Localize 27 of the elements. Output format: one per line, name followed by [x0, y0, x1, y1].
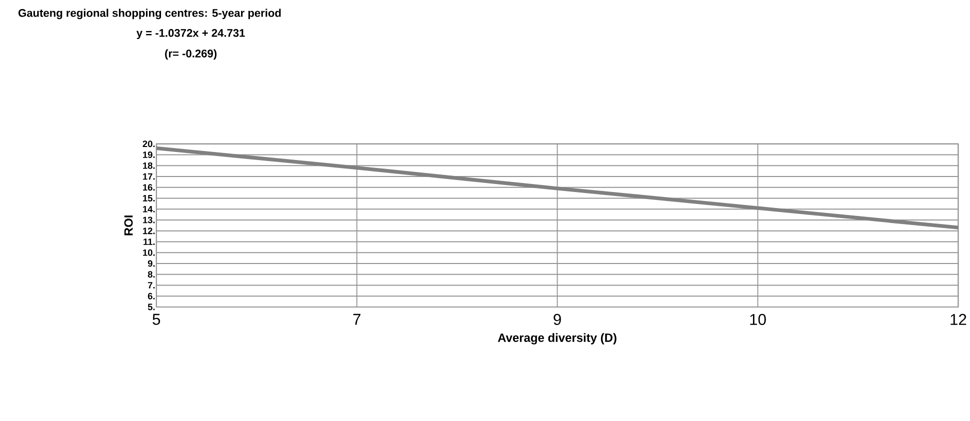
y-axis-title: ROI	[124, 215, 133, 236]
chart-subtitle: y = -1.0372x + 24.731	[136, 28, 245, 39]
y-tick-label: 16.	[143, 184, 155, 191]
line-series	[154, 146, 960, 230]
y-tick-label: 7.	[148, 282, 155, 288]
y-tick-label: 10.	[143, 249, 155, 256]
text: (r= -0.269)	[165, 49, 217, 60]
y-tick-label: 14.	[143, 206, 155, 212]
y-tick-label: 15.	[143, 194, 155, 202]
x-tick-label: 9	[554, 314, 561, 325]
x-tick-label: 7	[353, 314, 360, 325]
y-tick-label: 12.	[143, 228, 155, 234]
x-tick-label: 5	[152, 314, 160, 325]
x-axis-title: Average diversity (D)	[498, 333, 616, 344]
y-tick-label: 6.	[148, 292, 155, 300]
y-tick-label: 5.	[148, 304, 155, 310]
y-tick-label: 8.	[148, 271, 155, 278]
chart-title: Gauteng regional shopping centres: 5-year period	[18, 8, 281, 20]
x-tick-label: 10	[750, 314, 766, 325]
y-tick-label: 9.	[148, 260, 155, 267]
y-tick-label: 11.	[144, 238, 155, 245]
y-tick-label: 13.	[143, 216, 155, 224]
y-tick-label: 18.	[143, 162, 155, 169]
x-tick-label: 12	[950, 314, 966, 325]
y-tick-label: 17.	[143, 173, 155, 180]
y-tick-label: 19.	[143, 151, 155, 158]
y-tick-label: 20.	[142, 140, 155, 148]
